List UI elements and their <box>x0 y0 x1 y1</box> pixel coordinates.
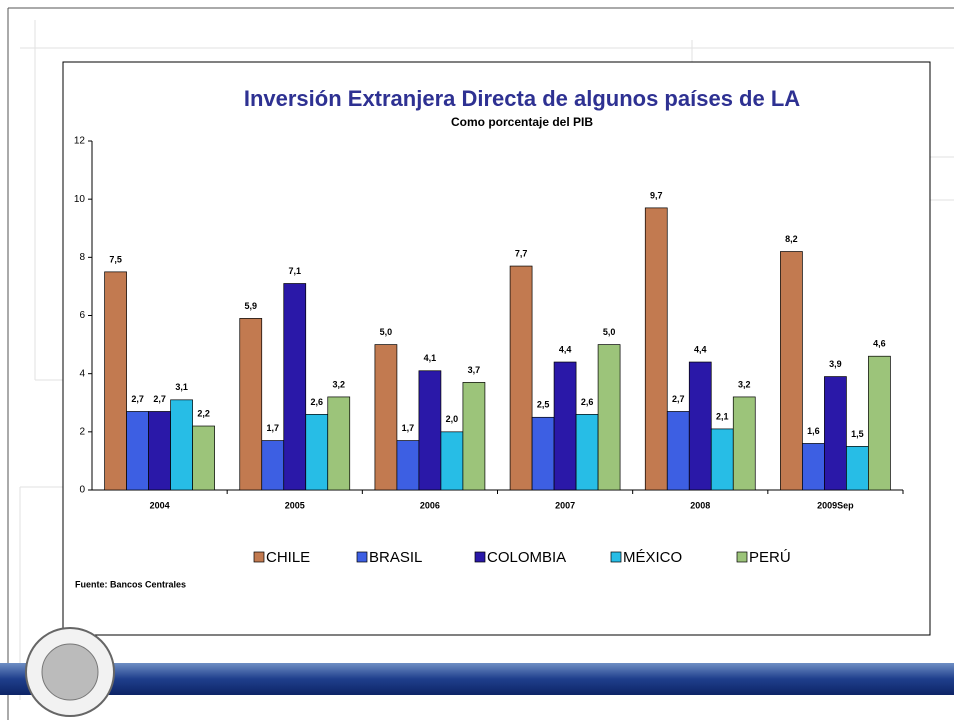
bar <box>440 431 464 491</box>
bar <box>824 376 847 491</box>
bar <box>170 399 193 491</box>
value-label: 2,2 <box>197 408 210 418</box>
y-tick-label: 8 <box>79 252 85 263</box>
bar <box>305 414 329 491</box>
bar <box>462 382 486 491</box>
value-label: 2,7 <box>153 394 166 404</box>
value-label: 4,4 <box>694 344 707 354</box>
x-tick-label: 2004 <box>150 500 170 510</box>
value-label: 4,1 <box>424 353 437 363</box>
legend-label: PERÚ <box>749 549 791 566</box>
chart-subtitle: Como porcentaje del PIB <box>451 115 593 129</box>
value-label: 7,5 <box>109 254 122 264</box>
bar <box>104 271 127 491</box>
x-tick-label: 2005 <box>285 500 305 510</box>
value-label: 5,0 <box>380 327 393 337</box>
legend-label: CHILE <box>266 549 310 566</box>
value-label: 3,1 <box>175 382 188 392</box>
value-label: 3,7 <box>468 365 481 375</box>
bar <box>148 411 171 491</box>
bar <box>283 283 307 491</box>
bar <box>644 207 668 491</box>
bar <box>868 355 891 491</box>
y-tick-label: 12 <box>74 136 86 147</box>
bar <box>374 344 398 491</box>
bar <box>396 440 420 491</box>
value-label: 2,0 <box>446 414 459 424</box>
value-label: 7,1 <box>288 266 301 276</box>
bar <box>327 396 351 491</box>
value-label: 7,7 <box>515 248 528 258</box>
bar <box>239 318 263 491</box>
bar <box>732 396 756 491</box>
value-label: 1,7 <box>266 423 279 433</box>
legend-label: MÉXICO <box>623 549 682 566</box>
bar <box>780 251 803 491</box>
bar <box>666 411 690 491</box>
y-tick-label: 10 <box>74 194 86 205</box>
chart-title: Inversión Extranjera Directa de algunos … <box>244 86 800 111</box>
legend-swatch <box>736 551 748 563</box>
legend-swatch <box>610 551 622 563</box>
bar <box>509 265 533 491</box>
bar <box>688 361 712 491</box>
value-label: 3,2 <box>738 379 751 389</box>
y-tick-label: 6 <box>79 310 85 321</box>
value-label: 8,2 <box>785 234 798 244</box>
value-label: 1,7 <box>402 423 415 433</box>
bar <box>846 446 869 491</box>
logo-center <box>41 643 99 701</box>
legend-label: COLOMBIA <box>487 549 566 566</box>
value-label: 5,9 <box>244 301 257 311</box>
footer-band <box>0 663 954 695</box>
value-label: 2,7 <box>131 394 144 404</box>
value-label: 2,6 <box>310 397 323 407</box>
bar <box>710 428 734 491</box>
x-tick-label: 2008 <box>690 500 710 510</box>
legend-swatch <box>474 551 486 563</box>
bar <box>575 414 599 491</box>
y-tick-label: 0 <box>79 485 85 496</box>
value-label: 2,1 <box>716 411 729 421</box>
bar <box>192 425 215 491</box>
value-label: 4,4 <box>559 344 572 354</box>
x-tick-label: 2007 <box>555 500 575 510</box>
bar <box>531 416 555 491</box>
value-label: 3,2 <box>332 379 345 389</box>
legend-swatch <box>356 551 368 563</box>
value-label: 1,6 <box>807 426 820 436</box>
bar <box>126 411 149 491</box>
value-label: 4,6 <box>873 339 886 349</box>
bar <box>261 440 285 491</box>
source-note: Fuente: Bancos Centrales <box>75 579 186 589</box>
x-tick-label: 2009Sep <box>817 500 854 510</box>
legend-swatch <box>253 551 265 563</box>
value-label: 9,7 <box>650 190 663 200</box>
bar <box>597 344 621 491</box>
x-tick-label: 2006 <box>420 500 440 510</box>
value-label: 2,7 <box>672 394 685 404</box>
value-label: 1,5 <box>851 429 864 439</box>
legend-label: BRASIL <box>369 549 422 566</box>
value-label: 5,0 <box>603 327 616 337</box>
bar <box>802 443 825 491</box>
value-label: 2,6 <box>581 397 594 407</box>
value-label: 2,5 <box>537 400 550 410</box>
bar <box>418 370 442 491</box>
value-label: 3,9 <box>829 359 842 369</box>
bar <box>553 361 577 491</box>
y-tick-label: 2 <box>79 426 85 437</box>
y-tick-label: 4 <box>79 368 85 379</box>
